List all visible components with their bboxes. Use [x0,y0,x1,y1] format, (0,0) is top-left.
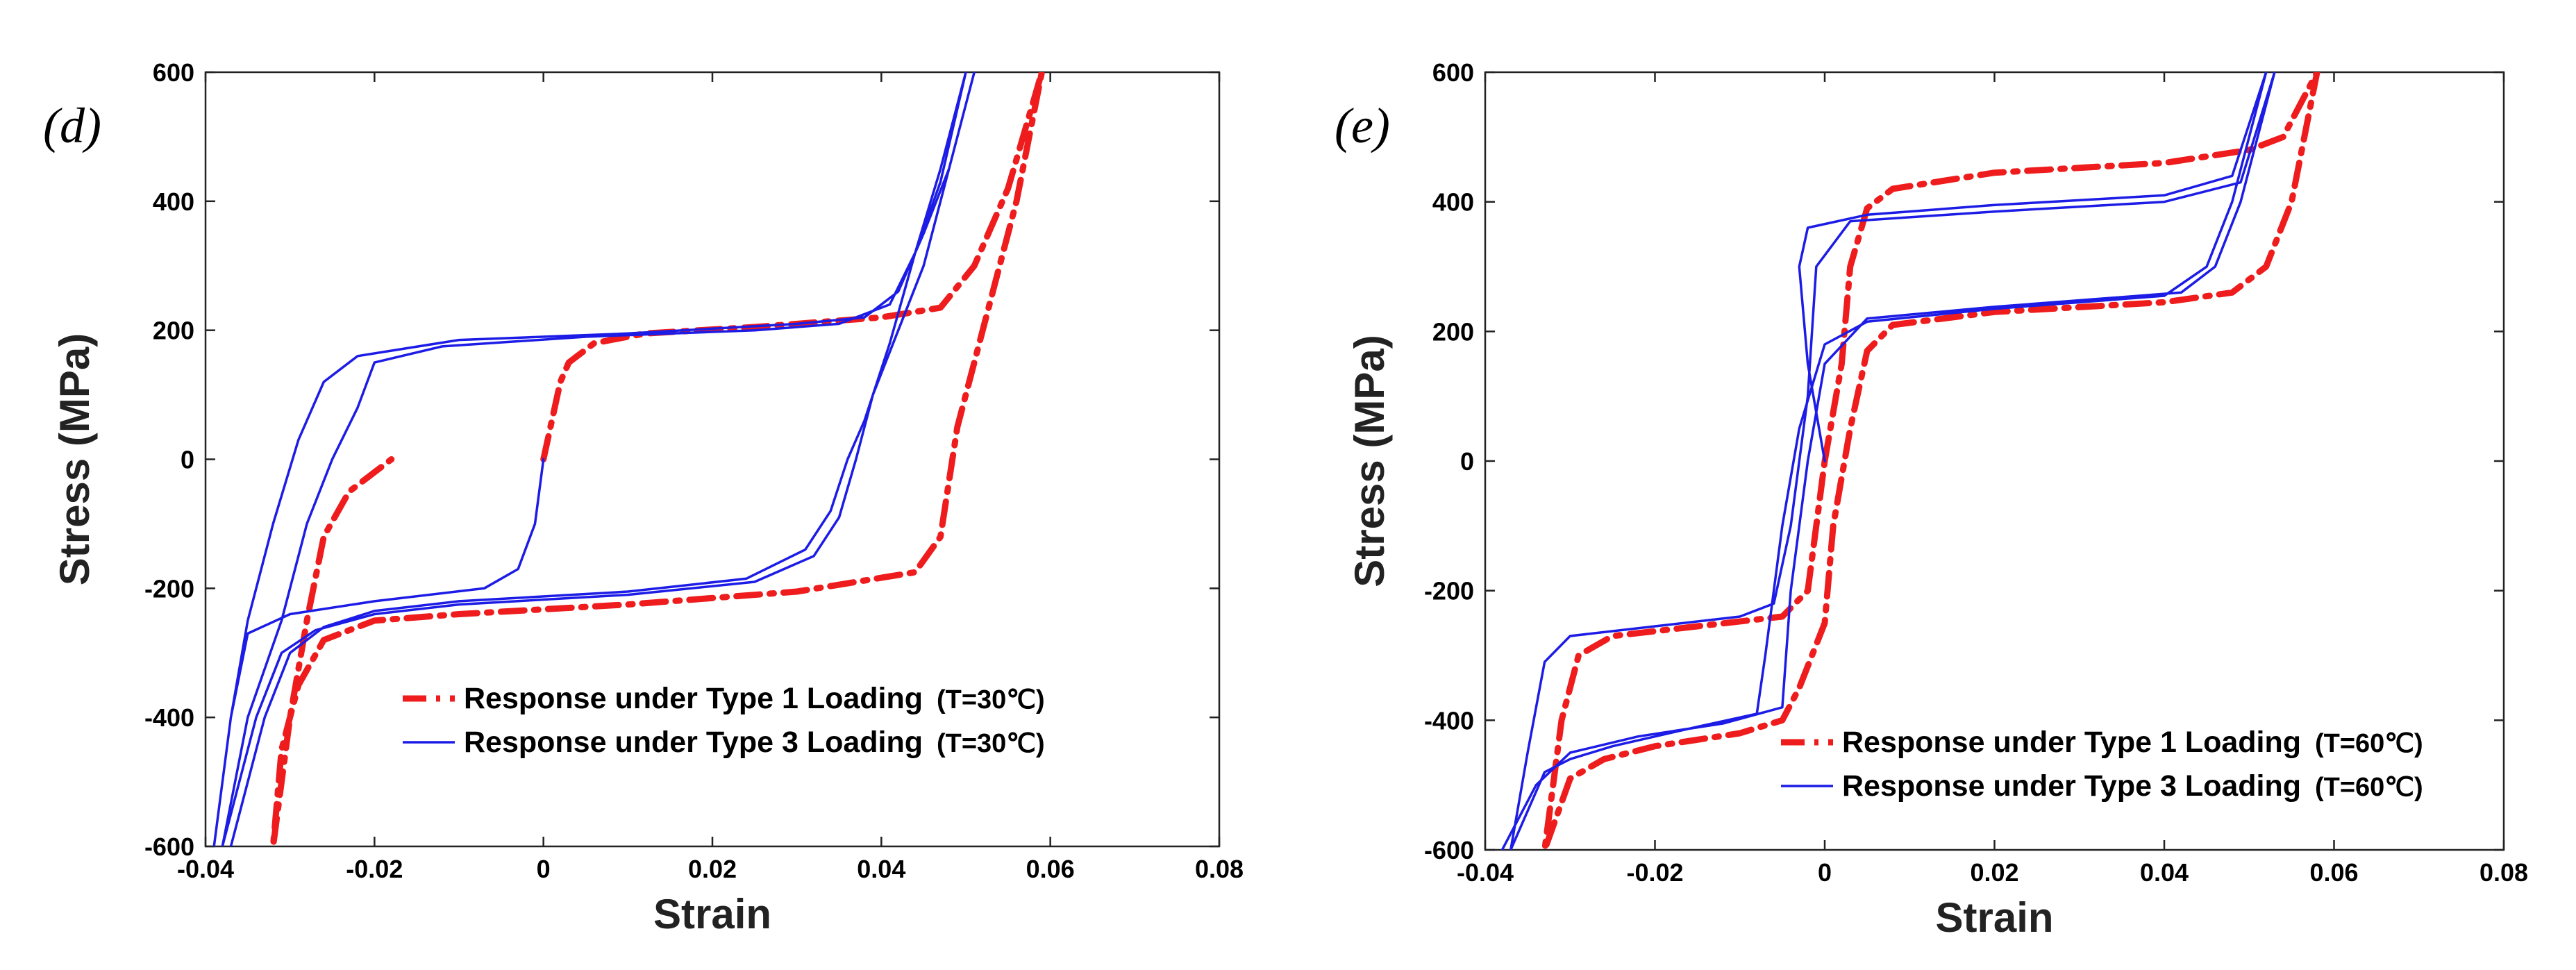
legend-entry: Response under Type 3 Loading (T=60℃) [1842,769,2423,803]
y-tick-label: 0 [181,446,194,474]
x-tick-label: -0.02 [1626,858,1683,887]
panel-label: (d) [43,98,101,153]
y-tick-label: 400 [153,187,194,216]
series-type3-line [212,72,976,846]
y-tick-label: -200 [1424,577,1474,605]
x-tick-label: 0.06 [2309,858,2358,887]
x-tick-label: -0.02 [346,855,403,883]
y-tick-label: 0 [1460,447,1474,476]
x-tick-label: 0.06 [1026,855,1075,883]
plot-area [204,71,1221,848]
y-axis-label: Stress (MPa) [1346,335,1393,587]
y-tick-label: 200 [153,317,194,345]
legend-label: Response under Type 1 Loading [1842,726,2309,759]
x-tick-label: 0.04 [2140,858,2189,887]
x-tick-label: 0 [1818,858,1832,887]
legend-label: Response under Type 1 Loading [464,682,931,715]
legend-entry: Response under Type 1 Loading (T=60℃) [1842,726,2423,759]
legend-temp: (T=30℃) [937,685,1045,714]
legend-entry: Response under Type 1 Loading (T=30℃) [464,682,1045,715]
legend-temp: (T=60℃) [2315,773,2423,802]
x-tick-label: -0.04 [177,855,234,883]
y-tick-label: -600 [144,833,194,861]
x-axis-label: Strain [653,891,771,937]
y-tick-label: -600 [1424,836,1474,864]
y-tick-label: 600 [1432,58,1474,87]
plot-area [1484,71,2505,851]
panel-d: -0.04 -0.02 0 0.02 0.04 0.06 0.08 600 400 200 0 -20… [43,58,1244,937]
y-tick-label: -400 [1424,706,1474,735]
legend-entry: Response under Type 3 Loading (T=30℃) [464,726,1045,759]
x-tick-label: 0.04 [857,855,905,883]
x-tick-label: 0.08 [1195,855,1244,883]
x-tick-label: 0.08 [2479,858,2528,887]
x-axis-label: Strain [1935,894,2053,941]
legend-label: Response under Type 3 Loading [1842,769,2309,803]
x-tick-label: 0.02 [688,855,737,883]
legend-label: Response under Type 3 Loading [464,726,931,759]
panel-e: -0.04 -0.02 0 0.02 0.04 0.06 0.08 600 400 200 0 -20… [1335,58,2528,941]
y-tick-label: 200 [1432,317,1474,346]
y-tick-label: 600 [153,58,194,87]
legend-temp: (T=60℃) [2315,729,2423,758]
x-tick-label: 0 [537,855,551,883]
panel-label: (e) [1335,98,1390,153]
y-tick-label: -200 [144,574,194,603]
x-tick-label: -0.04 [1457,858,1514,887]
y-axis-label: Stress (MPa) [51,333,98,585]
series-type1-line [1541,72,2320,850]
series-type3-line [1500,72,2276,850]
y-tick-label: -400 [144,703,194,732]
legend-temp: (T=30℃) [937,729,1045,758]
y-tick-label: 400 [1432,188,1474,217]
x-tick-label: 0.02 [1970,858,2018,887]
